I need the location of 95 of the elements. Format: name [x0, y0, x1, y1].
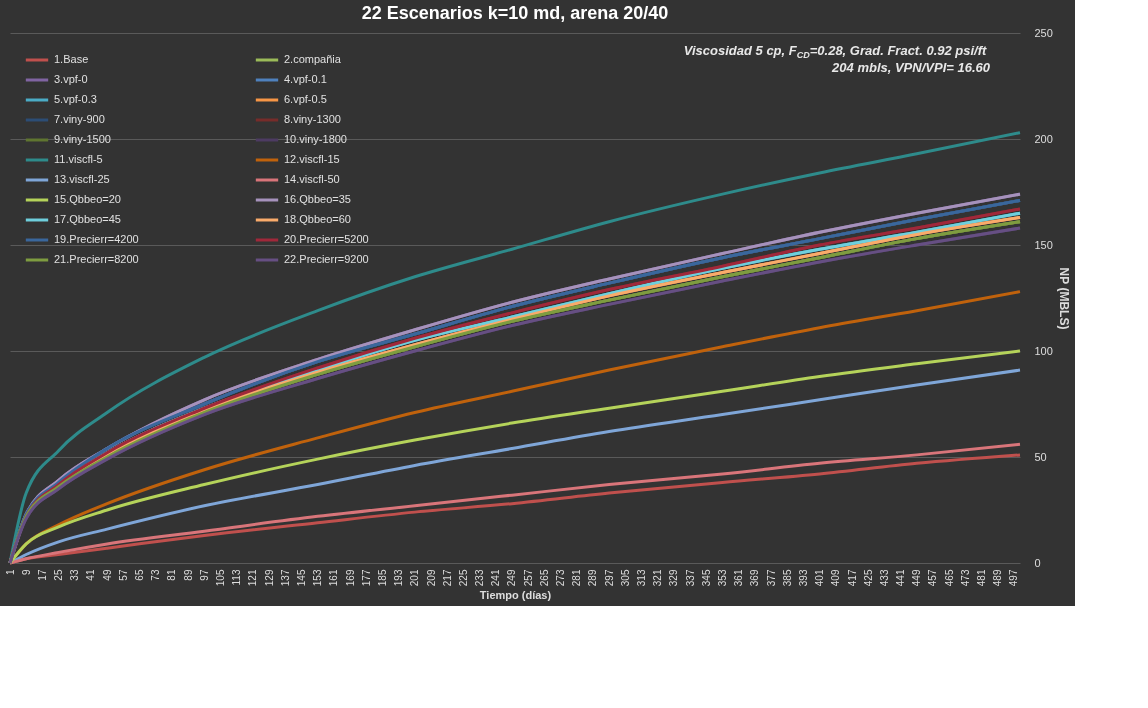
legend-label: 16.Qbbeo=35: [284, 193, 351, 205]
y-tick-label: 150: [1034, 238, 1053, 251]
x-tick-label: 233: [474, 569, 486, 587]
x-tick-label: 65: [134, 569, 146, 581]
x-tick-label: 137: [279, 569, 291, 587]
x-tick-label: 457: [927, 569, 939, 587]
legend-label: 13.viscfl-25: [54, 173, 110, 185]
x-tick-label: 353: [716, 569, 728, 587]
x-tick-label: 193: [393, 569, 405, 587]
x-tick-label: 25: [53, 569, 65, 581]
x-tick-label: 377: [765, 569, 777, 587]
x-tick-label: 249: [506, 569, 518, 587]
x-tick-label: 209: [425, 569, 437, 587]
x-tick-label: 49: [101, 569, 113, 581]
x-tick-label: 1: [4, 569, 16, 576]
x-tick-label: 273: [555, 569, 567, 587]
x-tick-label: 185: [376, 569, 388, 587]
y-tick-label: 0: [1034, 556, 1041, 569]
legend-label: 4.vpf-0.1: [284, 73, 327, 85]
x-tick-label: 177: [360, 569, 372, 587]
x-tick-label: 73: [150, 569, 162, 581]
legend-label: 5.vpf-0.3: [54, 93, 97, 105]
x-tick-label: 497: [1008, 569, 1020, 587]
x-tick-label: 297: [603, 569, 615, 587]
legend-label: 2.compañia: [284, 53, 342, 65]
legend-label: 9.viny-1500: [54, 133, 111, 145]
x-tick-label: 81: [166, 569, 178, 581]
x-tick-label: 281: [571, 569, 583, 587]
x-tick-label: 113: [231, 569, 243, 586]
x-tick-label: 241: [490, 569, 502, 587]
legend-label: 22.Precierr=9200: [284, 253, 369, 265]
x-tick-label: 361: [733, 569, 745, 587]
x-tick-label: 385: [781, 569, 793, 587]
legend-label: 19.Precierr=4200: [54, 233, 139, 245]
x-tick-label: 321: [652, 569, 664, 587]
x-tick-label: 265: [538, 569, 550, 587]
annotation: 204 mbls, VPN/VPI= 16.60: [831, 60, 991, 75]
x-tick-label: 393: [797, 569, 809, 587]
x-tick-label: 257: [522, 569, 534, 587]
legend-label: 3.vpf-0: [54, 73, 88, 85]
legend-label: 21.Precierr=8200: [54, 253, 139, 265]
y-axis-title: NP (MBLS): [1056, 267, 1071, 330]
x-tick-label: 9: [20, 569, 32, 576]
x-tick-label: 57: [117, 569, 129, 581]
x-tick-label: 489: [992, 569, 1004, 587]
x-tick-label: 337: [684, 569, 696, 587]
legend-label: 10.viny-1800: [284, 133, 347, 145]
legend-label: 14.viscfl-50: [284, 173, 340, 185]
x-tick-label: 417: [846, 569, 858, 587]
x-tick-label: 121: [247, 569, 259, 587]
x-tick-label: 17: [36, 569, 48, 581]
x-axis-title: Tiempo (días): [479, 589, 552, 602]
x-tick-label: 89: [182, 569, 194, 581]
x-tick-label: 465: [943, 569, 955, 587]
x-tick-label: 305: [619, 569, 631, 587]
x-tick-label: 129: [263, 569, 275, 587]
x-tick-label: 97: [198, 569, 210, 581]
x-tick-label: 225: [457, 569, 469, 587]
x-tick-label: 217: [441, 569, 453, 587]
x-tick-label: 441: [895, 569, 907, 587]
x-tick-label: 105: [215, 569, 226, 587]
legend-label: 18.Qbbeo=60: [284, 213, 351, 225]
x-tick-label: 409: [830, 569, 842, 587]
x-tick-label: 473: [959, 569, 971, 587]
x-tick-label: 41: [85, 569, 97, 581]
x-tick-label: 369: [749, 569, 761, 587]
y-tick-label: 250: [1034, 26, 1053, 39]
x-tick-label: 169: [344, 569, 356, 587]
legend-label: 6.vpf-0.5: [284, 93, 327, 105]
x-tick-label: 313: [636, 569, 647, 587]
y-tick-label: 200: [1034, 132, 1053, 145]
x-tick-label: 425: [862, 569, 874, 587]
x-tick-label: 153: [312, 569, 324, 587]
x-tick-label: 345: [700, 569, 712, 587]
legend-label: 8.viny-1300: [284, 113, 341, 125]
legend-label: 20.Precierr=5200: [284, 233, 369, 245]
x-tick-label: 329: [668, 569, 680, 587]
x-tick-label: 401: [814, 569, 826, 587]
legend-label: 1.Base: [54, 53, 89, 65]
x-tick-label: 481: [976, 569, 988, 587]
x-tick-label: 161: [328, 569, 340, 587]
y-tick-label: 100: [1034, 344, 1053, 357]
legend-label: 7.viny-900: [54, 113, 105, 125]
x-tick-label: 33: [69, 569, 81, 581]
legend-label: 11.viscfl-5: [54, 153, 103, 165]
x-tick-label: 289: [587, 569, 599, 587]
chart-title: 22 Escenarios k=10 md, arena 20/40: [361, 3, 669, 23]
x-tick-label: 433: [878, 569, 890, 587]
x-tick-label: 145: [295, 569, 307, 587]
legend-label: 12.viscfl-15: [284, 153, 340, 165]
y-tick-label: 50: [1034, 450, 1047, 463]
x-tick-label: 449: [911, 569, 923, 587]
legend-label: 17.Qbbeo=45: [54, 213, 121, 225]
x-tick-label: 201: [409, 569, 421, 587]
legend-label: 15.Qbbeo=20: [54, 193, 121, 205]
